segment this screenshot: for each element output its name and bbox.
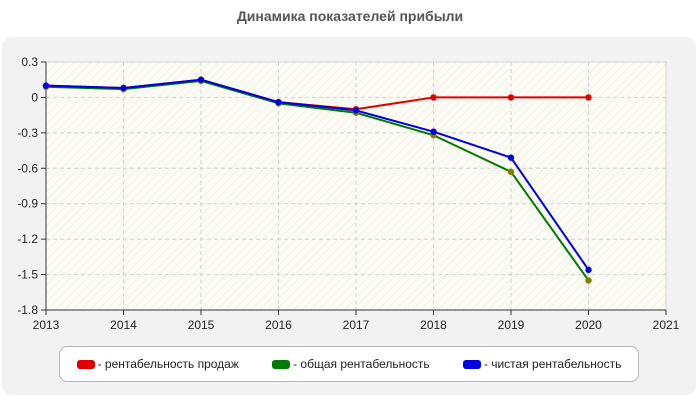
legend-swatch-overall bbox=[272, 359, 291, 369]
y-tick-label: -0.9 bbox=[17, 197, 38, 211]
series-point-1 bbox=[585, 277, 592, 284]
legend-item-net[interactable]: - чистая рентабельность bbox=[462, 357, 622, 371]
series-point-2 bbox=[197, 76, 205, 83]
x-tick-label: 2020 bbox=[575, 318, 602, 332]
series-point-2 bbox=[275, 98, 282, 106]
x-tick-label: 2016 bbox=[265, 318, 292, 332]
series-group bbox=[42, 76, 592, 284]
x-tick-label: 2013 bbox=[33, 318, 60, 332]
series-point-2 bbox=[430, 128, 437, 135]
legend-swatch-sales bbox=[76, 359, 95, 369]
legend-label-sales: - рентабельность продаж bbox=[97, 357, 239, 371]
series-line-2 bbox=[45, 78, 590, 271]
x-tick-label: 2018 bbox=[420, 318, 447, 332]
series-point-2 bbox=[507, 154, 515, 161]
legend: - рентабельность продаж - общая рентабел… bbox=[59, 346, 639, 382]
series-point-0 bbox=[507, 94, 515, 101]
series-point-0 bbox=[585, 94, 592, 101]
series-line-1 bbox=[45, 79, 590, 282]
x-tick-label: 2019 bbox=[498, 318, 525, 332]
y-tick-label: -1.8 bbox=[17, 303, 38, 317]
y-tick-label: -1.5 bbox=[17, 268, 38, 282]
chart-title: Динамика показателей прибыли bbox=[236, 8, 464, 24]
y-tick-label: -1.2 bbox=[17, 232, 38, 246]
series-point-2 bbox=[585, 266, 592, 274]
series-point-2 bbox=[120, 84, 127, 92]
y-tick-label: 0 bbox=[31, 90, 38, 104]
y-tick-label: 0.3 bbox=[21, 55, 38, 69]
legend-swatch-net bbox=[462, 359, 481, 369]
x-tick-label: 2015 bbox=[188, 318, 215, 332]
y-tick-label: -0.6 bbox=[17, 161, 38, 175]
y-tick-label: -0.3 bbox=[17, 126, 38, 140]
x-tick-label: 2014 bbox=[110, 318, 137, 332]
series-point-2 bbox=[352, 107, 360, 114]
legend-item-sales[interactable]: - рентабельность продаж bbox=[76, 357, 239, 371]
legend-label-overall: - общая рентабельность bbox=[293, 357, 430, 371]
series-point-0 bbox=[430, 94, 437, 101]
series-point-2 bbox=[42, 82, 50, 89]
legend-label-net: - чистая рентабельность bbox=[483, 357, 622, 371]
series-point-1 bbox=[507, 168, 515, 176]
x-tick-label: 2021 bbox=[653, 318, 680, 332]
x-tick-label: 2017 bbox=[343, 318, 370, 332]
legend-item-overall[interactable]: - общая рентабельность bbox=[272, 357, 430, 371]
